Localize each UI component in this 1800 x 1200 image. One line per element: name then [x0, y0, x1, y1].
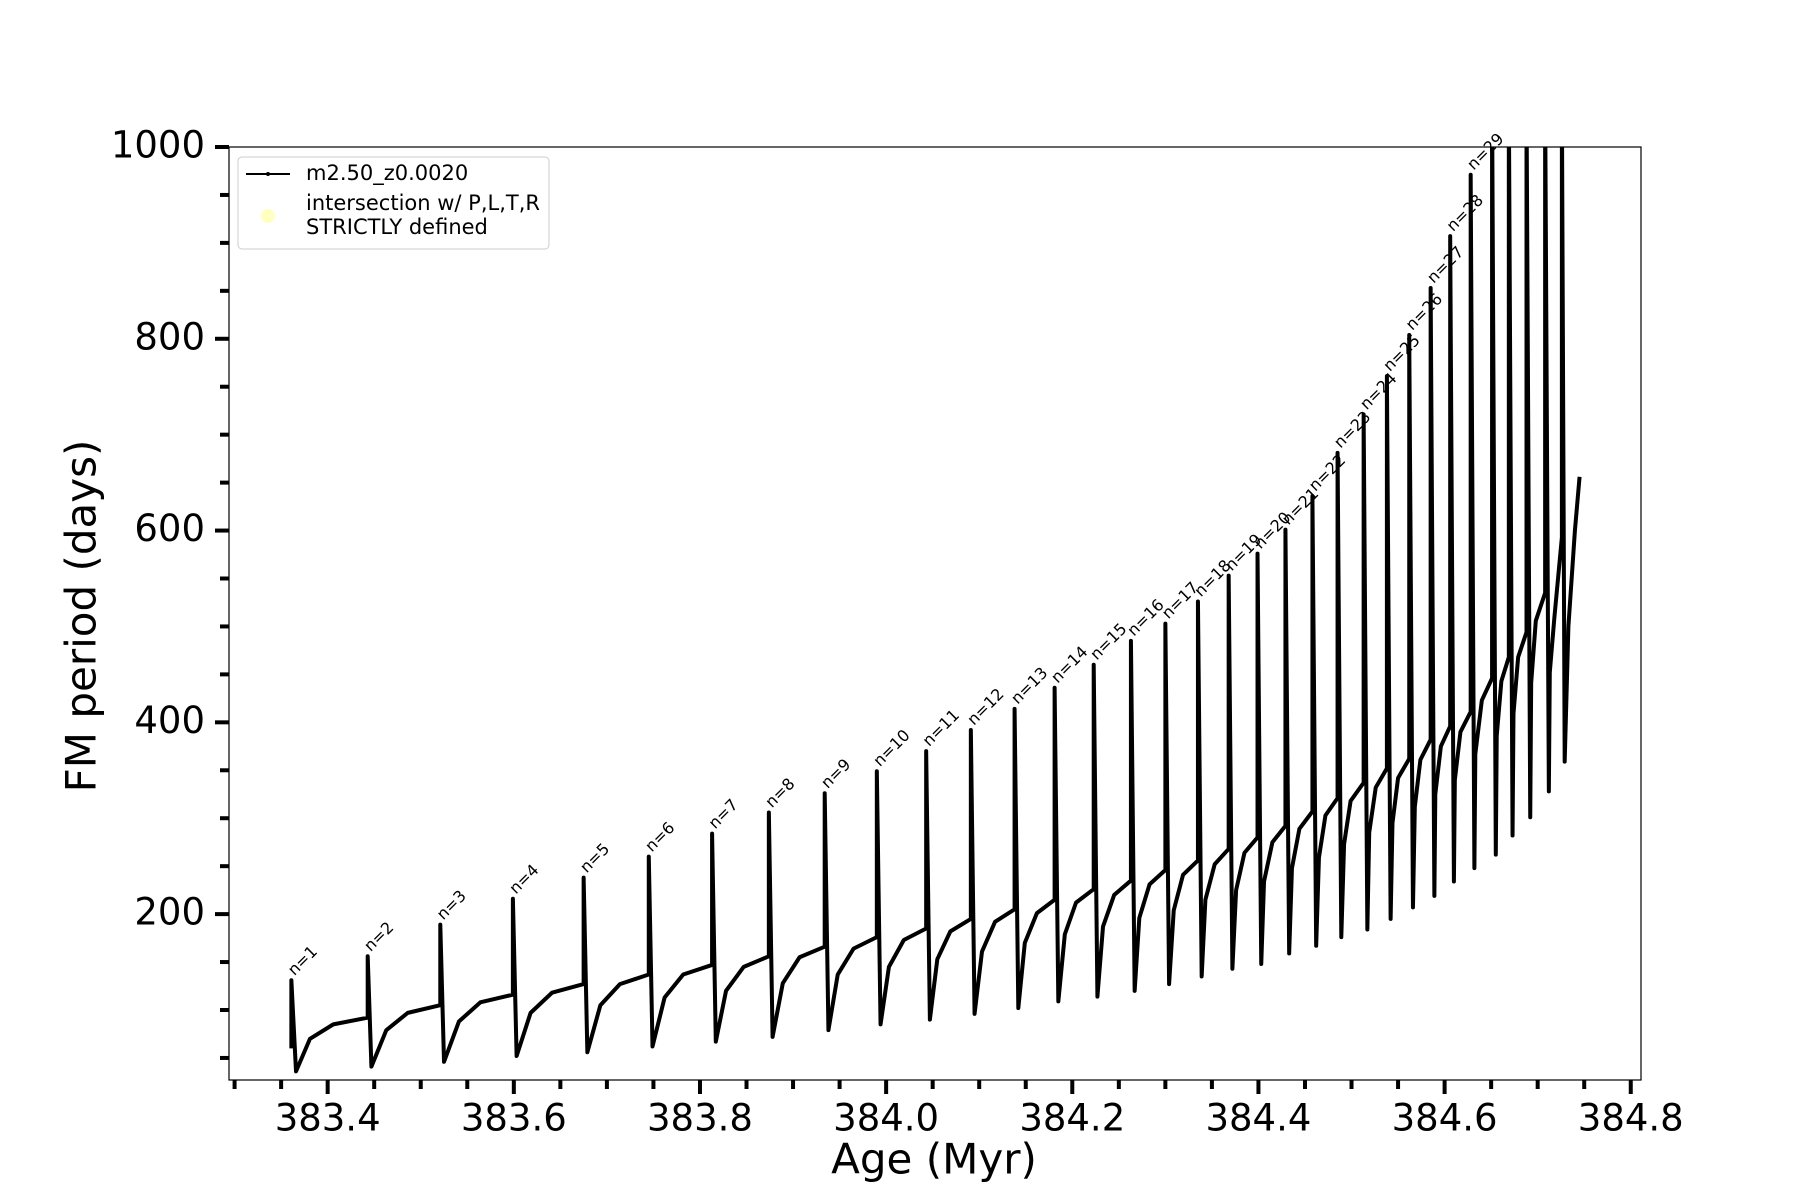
pulse-label: n=16 — [1123, 595, 1167, 639]
pulse-label: n=26 — [1402, 289, 1446, 333]
pulse-label: n=8 — [761, 774, 798, 811]
pulse-label: n=3 — [433, 886, 470, 923]
pulse-label: n=13 — [1007, 663, 1051, 707]
pulse-label: n=12 — [963, 684, 1007, 728]
pulse-label: n=11 — [919, 705, 963, 749]
legend-label: intersection w/ P,L,T,R — [306, 191, 540, 215]
pulse-label: n=28 — [1443, 191, 1487, 235]
pulse-label: n=6 — [641, 818, 678, 855]
legend-marker — [266, 172, 270, 176]
x-tick-label: 383.4 — [275, 1097, 381, 1140]
x-tick-label: 383.8 — [647, 1097, 753, 1140]
pulse-label: n=7 — [704, 795, 741, 832]
y-tick-label: 600 — [134, 507, 205, 550]
pulse-label: n=29 — [1463, 129, 1507, 173]
y-tick-label: 400 — [134, 699, 205, 742]
pulse-label: n=27 — [1423, 242, 1467, 286]
pulse-label: n=24 — [1356, 369, 1400, 413]
pulse-label: n=4 — [505, 860, 542, 897]
pulse-label: n=10 — [869, 726, 913, 770]
data-line — [289, 147, 1582, 1074]
y-axis-label: FM period (days) — [57, 440, 106, 793]
x-tick-label: 384.8 — [1578, 1097, 1684, 1140]
x-tick-label: 384.6 — [1392, 1097, 1498, 1140]
pulse-label: n=5 — [576, 839, 613, 876]
pulse-label: n=1 — [284, 942, 321, 979]
pulse-label: n=22 — [1305, 450, 1349, 494]
pulse-label: n=25 — [1379, 331, 1423, 375]
legend-marker — [261, 209, 275, 223]
pulse-label: n=2 — [360, 918, 397, 955]
legend: m2.50_z0.0020 intersection w/ P,L,T,RSTRI… — [237, 156, 550, 250]
pulse-label: n=14 — [1047, 642, 1091, 686]
legend-label: m2.50_z0.0020 — [306, 161, 468, 186]
plot-frame — [228, 146, 1642, 1081]
y-tick-label: 800 — [134, 315, 205, 358]
x-axis-label: Age (Myr) — [831, 1135, 1037, 1184]
legend-box — [237, 156, 550, 250]
plot-area — [289, 147, 1582, 1074]
pulse-label: n=23 — [1330, 407, 1374, 451]
x-tick-label: 384.0 — [833, 1097, 939, 1140]
y-tick-label: 200 — [134, 891, 205, 934]
y-tick-label: 1000 — [111, 124, 205, 167]
x-tick-label: 384.2 — [1019, 1097, 1125, 1140]
x-tick-label: 384.4 — [1205, 1097, 1311, 1140]
x-tick-label: 383.6 — [461, 1097, 567, 1140]
legend-label: STRICTLY defined — [306, 215, 488, 239]
pulse-label: n=9 — [817, 755, 854, 792]
